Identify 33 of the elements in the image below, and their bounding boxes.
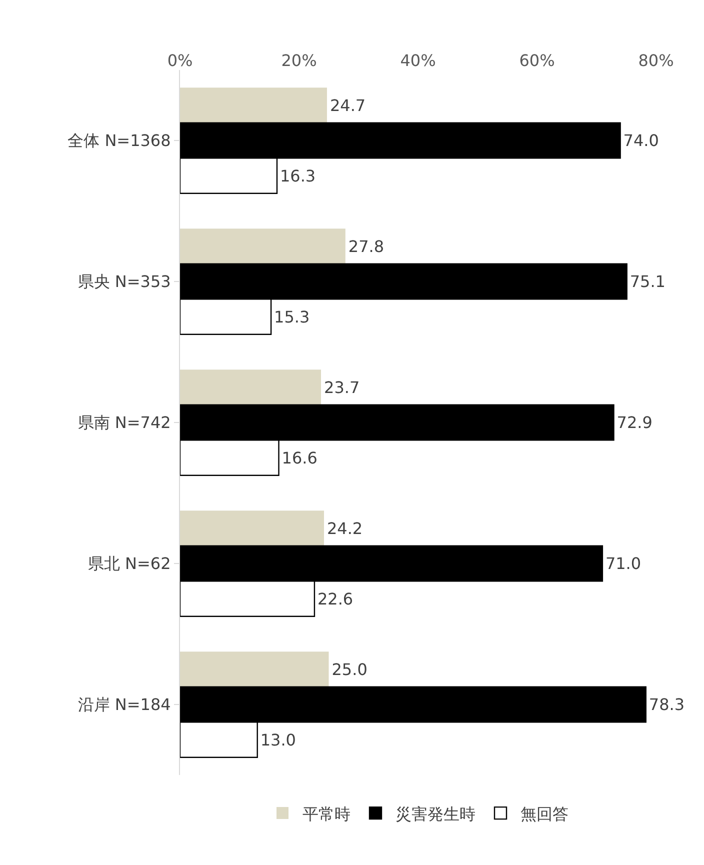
bar: [180, 652, 329, 687]
bar: [180, 510, 324, 546]
data-label: 23.7: [324, 378, 360, 397]
y-tick-label: 県央 N=353: [78, 272, 171, 292]
y-tick-label: 沿岸 N=184: [78, 695, 171, 714]
bar: [180, 370, 322, 405]
data-label: 74.0: [623, 131, 659, 150]
y-tick-label: 県北 N=62: [88, 554, 171, 574]
data-label: 78.3: [648, 695, 685, 714]
x-tick-label: 20%: [281, 50, 317, 70]
data-label: 71.0: [605, 554, 642, 574]
data-label: 24.2: [326, 518, 363, 538]
data-label: 75.1: [630, 272, 666, 292]
bar: [180, 228, 346, 264]
x-tick-label: 40%: [400, 50, 436, 70]
data-label: 15.3: [274, 307, 310, 326]
legend-label: 平常時: [302, 804, 350, 824]
data-label: 13.0: [260, 730, 296, 750]
data-label: 22.6: [317, 589, 354, 608]
bar: [180, 88, 327, 123]
y-tick-label: 全体 N=1368: [68, 131, 171, 150]
data-label: 16.3: [280, 166, 316, 186]
legend-label: 無回答: [520, 804, 568, 824]
y-tick-label: 県南 N=742: [78, 413, 171, 432]
data-label: 27.8: [348, 236, 384, 256]
x-tick-label: 0%: [167, 50, 193, 70]
x-tick-label: 80%: [638, 50, 674, 70]
legend-label: 災害発生時: [396, 804, 476, 824]
data-label: 24.7: [330, 96, 366, 115]
data-label: 16.6: [282, 448, 318, 468]
data-label: 25.0: [332, 660, 368, 679]
x-tick-label: 60%: [519, 50, 555, 70]
data-label: 72.9: [616, 413, 652, 432]
